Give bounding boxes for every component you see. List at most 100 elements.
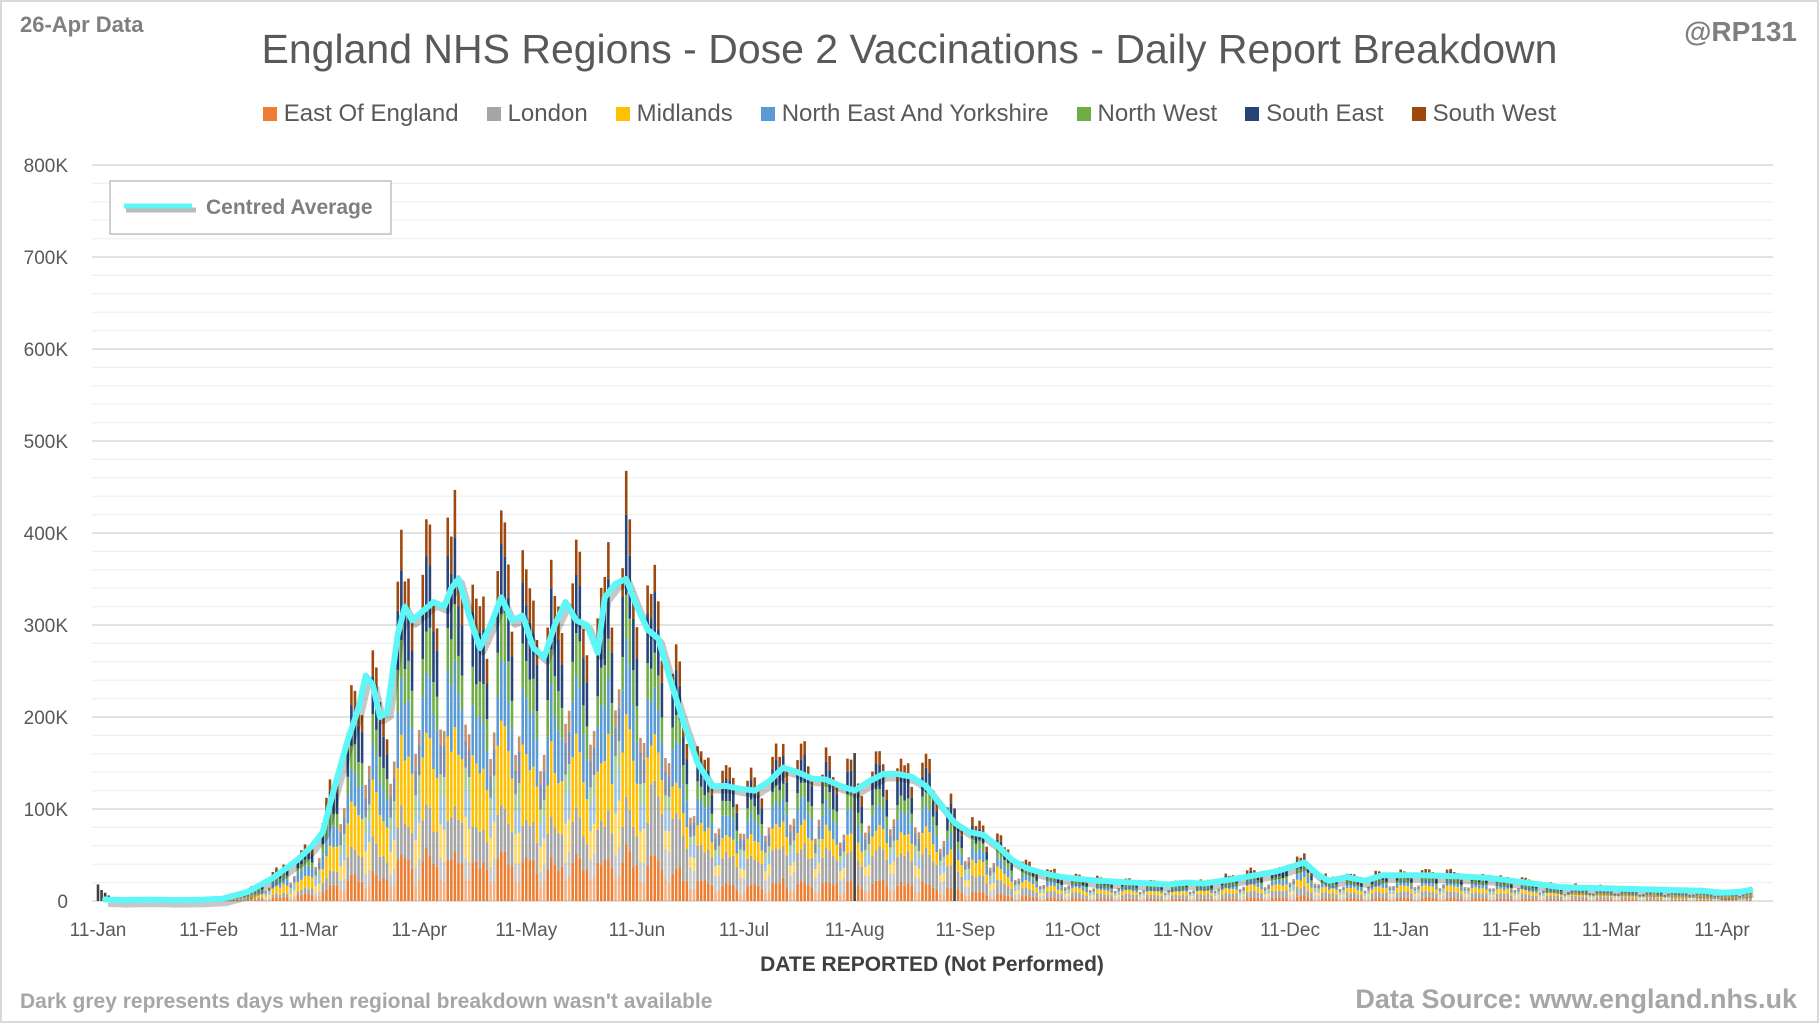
- bar-segment-east-of-england: [414, 885, 417, 901]
- bar-segment-midlands: [1670, 894, 1674, 897]
- bar-segment-london: [396, 827, 400, 860]
- bar-segment-south-west: [464, 724, 467, 741]
- bar-segment-north-east-and-yorkshire: [307, 865, 310, 877]
- bar-segment-south-west: [860, 796, 864, 807]
- bar-segment-north-west: [889, 847, 892, 854]
- bar-segment-north-west: [296, 868, 300, 874]
- bar-segment-north-east-and-yorkshire: [942, 862, 946, 873]
- bar-segment-north-west: [514, 794, 517, 813]
- bar-segment-south-west: [417, 729, 421, 746]
- bar-segment-london: [1103, 894, 1106, 899]
- bar-segment-south-east: [1113, 891, 1117, 894]
- bar-segment-south-west: [492, 732, 496, 750]
- bar-segment-south-east: [1717, 896, 1720, 897]
- bar-segment-south-west: [517, 736, 521, 752]
- bar-segment-east-of-england: [828, 882, 831, 901]
- bar-segment-north-east-and-yorkshire: [1524, 886, 1527, 891]
- legend-label: North West: [1097, 100, 1218, 127]
- bar-segment-midlands: [1295, 879, 1299, 887]
- bar-segment-midlands: [1253, 885, 1256, 891]
- bar-segment-south-west: [899, 758, 903, 774]
- bar-segment-north-west: [407, 660, 410, 701]
- bar-segment-east-of-england: [1410, 898, 1413, 901]
- bar-segment-midlands: [1228, 888, 1231, 894]
- bar-segment-north-west: [731, 807, 735, 819]
- legend-label: South West: [1432, 100, 1557, 127]
- bar-segment-north-east-and-yorkshire: [760, 834, 764, 851]
- bar-segment-london: [1531, 895, 1535, 900]
- bar-segment-north-east-and-yorkshire: [453, 660, 457, 728]
- bar-segment-london: [578, 817, 582, 858]
- bar-segment-midlands: [1552, 892, 1556, 896]
- bar-segment-midlands: [642, 828, 646, 864]
- bar-segment-south-west: [1317, 884, 1320, 887]
- bar-segment-london: [1599, 896, 1602, 900]
- bar-segment-south-east: [1467, 888, 1470, 891]
- bar-segment-east-of-england: [1317, 898, 1320, 901]
- bar-segment-east-of-england: [1724, 899, 1727, 901]
- bar-segment-east-of-england: [485, 869, 489, 901]
- bar-segment-south-east: [464, 740, 467, 768]
- bar-segment-east-of-england: [1138, 900, 1142, 901]
- bar-segment-london: [1631, 897, 1634, 900]
- bar-segment-north-west: [717, 845, 721, 854]
- bar-segment-london: [282, 892, 285, 897]
- bar-segment-east-of-england: [1706, 900, 1709, 901]
- bar-segment-north-west: [724, 801, 728, 816]
- bar-segment-south-east: [710, 795, 714, 814]
- bar-segment-east-of-england: [421, 861, 425, 901]
- bar-segment-south-east: [1367, 888, 1370, 891]
- bar-segment-south-east: [296, 861, 300, 869]
- bar-segment-east-of-england: [300, 894, 303, 901]
- bar-segment-midlands: [999, 869, 1003, 881]
- bar-segment-north-east-and-yorkshire: [582, 734, 585, 783]
- bar-segment-midlands: [1488, 894, 1492, 898]
- bar-segment-north-east-and-yorkshire: [1706, 895, 1709, 897]
- bar-segment-midlands: [817, 862, 821, 874]
- bar-segment-east-of-england: [1717, 900, 1720, 901]
- bar-segment-north-east-and-yorkshire: [278, 882, 282, 888]
- bar-segment-midlands: [1749, 893, 1752, 897]
- y-tick-label: 500K: [24, 432, 69, 453]
- bar-segment-north-east-and-yorkshire: [821, 815, 824, 840]
- bar-segment-south-east: [924, 767, 928, 793]
- bar-segment-north-west: [896, 805, 899, 820]
- bar-segment-north-east-and-yorkshire: [739, 856, 742, 869]
- bar-segment-south-west: [1299, 857, 1303, 861]
- bar-segment-north-east-and-yorkshire: [624, 637, 628, 715]
- bar-segment-south-west: [367, 765, 371, 779]
- bar-segment-london: [632, 826, 635, 868]
- bar-segment-east-of-england: [1577, 899, 1581, 901]
- bar-segment-north-west: [1110, 887, 1113, 890]
- x-tick-label: 11-Jan: [1372, 920, 1429, 941]
- bar-segment-north-east-and-yorkshire: [1542, 894, 1545, 896]
- bar-segment-east-of-england: [1331, 898, 1335, 901]
- bar-segment-east-of-england: [232, 900, 235, 901]
- bar-segment-south-west: [432, 605, 435, 632]
- bar-segment-south-east: [317, 862, 321, 870]
- bar-segment-london: [671, 818, 674, 874]
- bar-segment-london: [553, 827, 557, 865]
- bar-segment-south-east: [1117, 889, 1121, 892]
- bar-segment-midlands: [1609, 894, 1613, 898]
- bar-segment-north-west: [821, 803, 824, 816]
- bar-segment-east-of-england: [1096, 898, 1099, 901]
- bar-segment-london: [1385, 892, 1388, 898]
- bar-segment-south-west: [657, 601, 660, 630]
- bar-segment-north-west: [996, 849, 999, 857]
- bar-segment-midlands: [1092, 894, 1096, 898]
- bar-segment-london: [1288, 895, 1292, 899]
- bar-segment-london: [489, 867, 492, 884]
- bar-segment-east-of-england: [985, 895, 988, 901]
- bar-segment-east-of-england: [1667, 900, 1670, 901]
- bar-segment-north-west: [1563, 895, 1567, 897]
- bar-segment-east-of-england: [1727, 900, 1731, 901]
- bar-segment-north-east-and-yorkshire: [1292, 887, 1295, 891]
- bar-segment-north-west: [1163, 894, 1167, 896]
- bar-segment-north-east-and-yorkshire: [682, 784, 685, 814]
- bar-segment-east-of-england: [425, 847, 428, 901]
- bar-segment-north-east-and-yorkshire: [353, 772, 357, 807]
- bar-segment-london: [1724, 897, 1727, 900]
- bar-segment-east-of-england: [460, 863, 464, 901]
- bar-segment-london: [1178, 895, 1181, 899]
